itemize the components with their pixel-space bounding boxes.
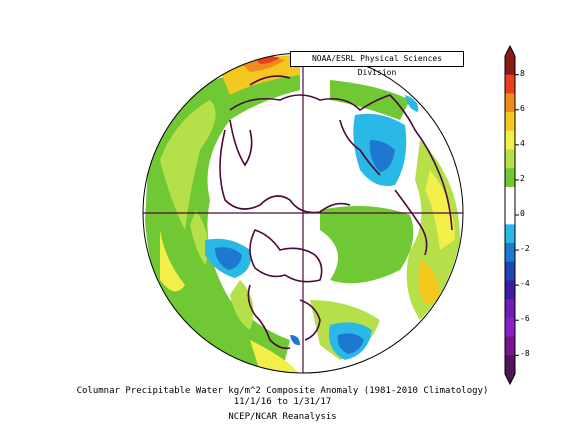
- colorbar-swatch: [505, 355, 515, 375]
- colorbar-swatch: [505, 168, 515, 188]
- colorbar-swatch: [505, 93, 515, 113]
- colorbar-tick-label: 2: [520, 173, 525, 183]
- colorbar-tick-label: -6: [520, 314, 530, 324]
- colorbar-swatch: [505, 74, 515, 94]
- colorbar-swatch: [505, 299, 515, 319]
- colorbar-swatch: [505, 149, 515, 169]
- anomaly-field: [143, 53, 463, 373]
- colorbar-tick-label: 8: [520, 68, 525, 78]
- colorbar-tick-label: -8: [520, 349, 530, 359]
- colorbar-swatch: [505, 261, 515, 281]
- colorbar-tick-label: 0: [520, 209, 525, 218]
- colorbar-swatch: [505, 205, 515, 225]
- colorbar: [504, 44, 519, 386]
- data-source: NCEP/NCAR Reanalysis: [228, 412, 337, 422]
- colorbar-tick-label: -4: [520, 279, 530, 289]
- colorbar-swatch: [505, 112, 515, 132]
- date-range: 11/1/16 to 1/31/17: [233, 397, 332, 407]
- colorbar-tick-label: 4: [520, 138, 525, 148]
- map-title: Columnar Precipitable Water kg/m^2 Compo…: [76, 386, 489, 396]
- colorbar-swatch: [505, 317, 515, 338]
- colorbar-swatch: [505, 130, 515, 151]
- colorbar-swatch: [505, 186, 515, 207]
- colorbar-swatch: [505, 224, 515, 244]
- colorbar-swatch: [505, 280, 515, 300]
- colorbar-tick-label: -2: [520, 244, 530, 254]
- colorbar-swatch: [505, 56, 515, 76]
- colorbar-swatch: [505, 243, 515, 263]
- colorbar-swatch: [505, 336, 515, 356]
- colorbar-tick-label: 6: [520, 103, 525, 113]
- credit-label: NOAA/ESRL Physical Sciences Division: [290, 51, 464, 77]
